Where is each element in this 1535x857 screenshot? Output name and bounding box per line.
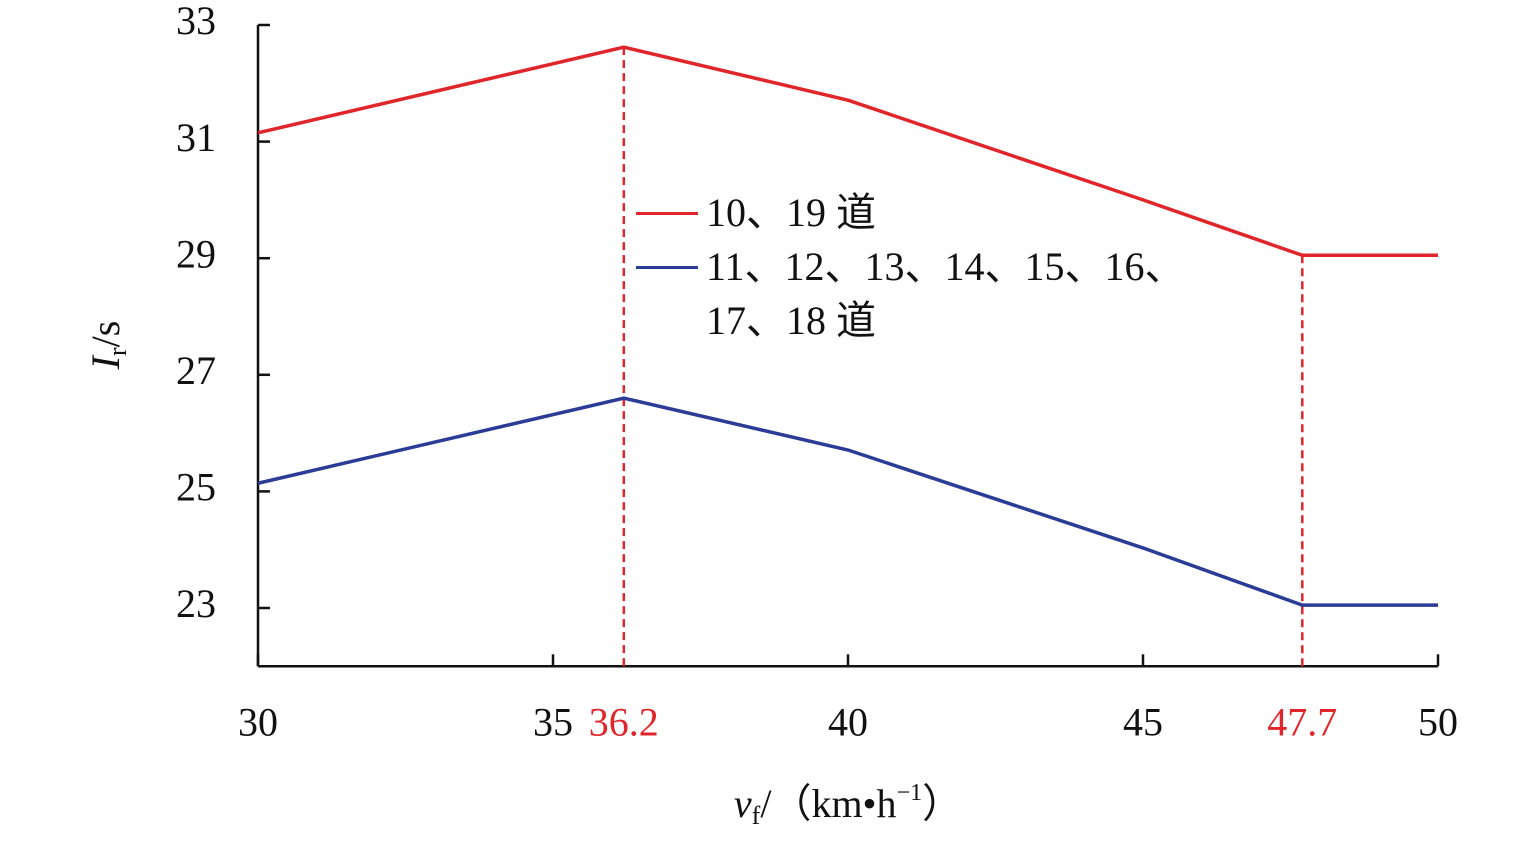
legend: 10、19 道 11、12、13、14、15、16、17、18 道 xyxy=(636,186,1216,348)
legend-swatch xyxy=(636,266,698,269)
x-tick-label: 30 xyxy=(238,699,278,744)
x-axis-label-part: f xyxy=(752,801,761,830)
marker-label: 36.2 xyxy=(589,699,659,744)
y-tick-label: 23 xyxy=(176,581,216,626)
y-axis-label-part: I xyxy=(83,354,128,370)
x-tick-label: 45 xyxy=(1123,699,1163,744)
legend-swatch xyxy=(636,212,698,215)
x-axis-label-part: /（km•h xyxy=(760,781,896,826)
y-tick-label: 29 xyxy=(176,231,216,276)
y-tick-label: 33 xyxy=(176,0,216,43)
legend-entry: 10、19 道 xyxy=(636,186,1216,240)
series-line xyxy=(257,396,1438,607)
x-tick-label: 35 xyxy=(533,699,573,744)
legend-entry: 11、12、13、14、15、16、17、18 道 xyxy=(636,240,1216,348)
x-axis-label: vf/（km•h−1） xyxy=(734,780,962,830)
series-line xyxy=(257,45,1438,258)
y-axis-label-part: r xyxy=(103,347,132,356)
y-axis-label-part: /s xyxy=(83,321,128,348)
y-tick-label: 31 xyxy=(176,115,216,160)
y-axis-label: Ir/s xyxy=(83,321,132,371)
legend-label: 11、12、13、14、15、16、17、18 道 xyxy=(706,244,1185,343)
x-axis-label-part: ） xyxy=(922,781,962,826)
x-tick-label: 50 xyxy=(1418,699,1458,744)
y-tick-label: 25 xyxy=(176,465,216,510)
x-axis-label-part: v xyxy=(734,781,752,826)
marker-label: 47.7 xyxy=(1267,699,1337,744)
y-tick-label: 27 xyxy=(176,348,216,393)
x-axis-label-part: −1 xyxy=(897,780,923,806)
x-tick-label: 40 xyxy=(828,699,868,744)
legend-label: 10、19 道 xyxy=(706,190,876,235)
